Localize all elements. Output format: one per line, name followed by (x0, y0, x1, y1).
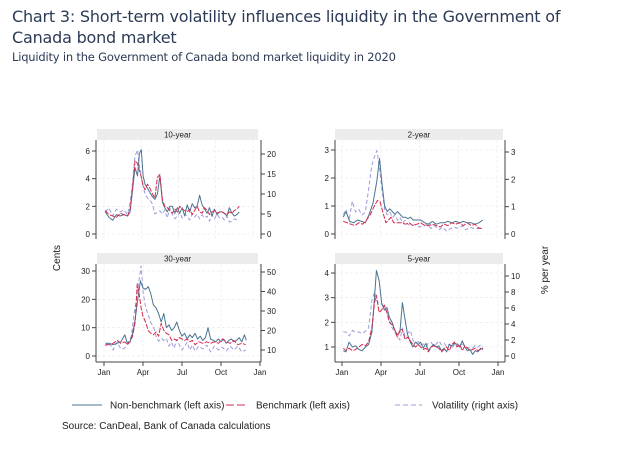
series-benchmark-line (105, 283, 246, 346)
x-tick-label: Jan (336, 368, 349, 377)
gridlines (97, 140, 258, 239)
panel-header (335, 129, 503, 140)
left-tick-label: 1 (325, 202, 330, 211)
panel-header (97, 129, 258, 140)
left-tick-label: 6 (86, 147, 91, 156)
left-tick-label: 2 (86, 202, 91, 211)
legend-item-volatility: Volatility (right axis) (395, 401, 518, 412)
panels-group: 10-year0246051015202-year0123012330-year… (81, 129, 520, 377)
x-tick-label: Jul (415, 368, 425, 377)
right-tick-label: 0 (267, 230, 272, 239)
legend-item-non-benchmark: Non-benchmark (left axis) (72, 401, 224, 412)
source-note: Source: CanDeal, Bank of Canada calculat… (62, 421, 271, 432)
series-volatility-line (104, 149, 240, 223)
left-tick-label: 20 (81, 295, 90, 304)
series-benchmark-line (342, 294, 484, 353)
right-tick-label: 6 (511, 304, 516, 313)
series-volatility-line (343, 291, 484, 349)
right-tick-label: 30 (267, 307, 276, 316)
left-tick-label: 2 (325, 174, 330, 183)
chart-subtitle: Liquidity in the Government of Canada bo… (12, 50, 396, 64)
left-tick-label: 3 (325, 146, 330, 155)
right-tick-label: 2 (511, 336, 516, 345)
right-tick-label: 20 (267, 327, 276, 336)
series-benchmark-line (104, 160, 240, 218)
x-tick-label: Oct (215, 368, 228, 377)
gridlines (335, 140, 503, 239)
right-tick-label: 50 (267, 268, 276, 277)
right-tick-label: 10 (267, 346, 276, 355)
right-tick-label: 4 (511, 320, 516, 329)
left-tick-label: 4 (86, 175, 91, 184)
right-tick-label: 0 (511, 352, 516, 361)
left-tick-label: 3 (325, 294, 330, 303)
left-tick-label: 0 (325, 230, 330, 239)
left-axis-title: Cents (52, 245, 63, 271)
right-tick-label: 40 (267, 288, 276, 297)
legend-item-benchmark: Benchmark (left axis) (226, 401, 350, 412)
legend: Non-benchmark (left axis) Benchmark (left… (72, 401, 518, 412)
series-benchmark-line (343, 199, 483, 229)
left-tick-label: 30 (81, 267, 90, 276)
panel-title: 10-year (164, 131, 191, 140)
left-tick-label: 0 (86, 352, 91, 361)
right-tick-label: 15 (267, 170, 276, 179)
x-tick-label: Apr (137, 368, 150, 377)
panel-title: 2-year (408, 131, 431, 140)
panel-title: 5-year (408, 255, 431, 264)
x-tick-label: Jan (492, 368, 505, 377)
right-tick-label: 10 (267, 190, 276, 199)
series-non-benchmark-line (342, 157, 484, 225)
left-tick-label: 1 (325, 343, 330, 352)
panel-title: 30-year (164, 255, 191, 264)
right-tick-label: 2 (511, 175, 516, 184)
legend-label: Volatility (right axis) (432, 401, 518, 412)
series-non-benchmark-line (343, 270, 484, 355)
series-non-benchmark-line (105, 280, 247, 346)
x-tick-label: Jan (98, 368, 111, 377)
left-tick-label: 2 (325, 318, 330, 327)
panel-2-year: 2-year 0 1 2 3 0 1 2 3 (325, 129, 516, 239)
x-tick-label: Jan (254, 368, 267, 377)
series-non-benchmark-line (104, 149, 240, 221)
panel-header (335, 253, 503, 264)
legend-label: Benchmark (left axis) (256, 401, 350, 412)
x-tick-label: Oct (453, 368, 466, 377)
right-tick-label: 3 (511, 148, 516, 157)
x-tick-label: Apr (375, 368, 388, 377)
panel-10-year: 10-year 0 2 4 6 0 5 10 15 20 (86, 129, 276, 239)
gridlines (97, 264, 261, 362)
right-tick-label: 20 (267, 150, 276, 159)
left-tick-label: 4 (325, 269, 330, 278)
left-tick-label: 0 (86, 230, 91, 239)
right-tick-label: 10 (511, 272, 520, 281)
right-tick-label: 5 (267, 210, 272, 219)
chart-title: Chart 3: Short-term volatility influence… (12, 7, 561, 47)
left-tick-label: 10 (81, 324, 90, 333)
panel-header (97, 253, 258, 264)
right-tick-label: 1 (511, 203, 516, 212)
panel-5-year: 5-year Jan Apr Jul Oct Jan 1 2 3 4 0 2 4 6 8 10 (325, 253, 520, 377)
series-volatility-line (104, 265, 246, 353)
x-tick-label: Jul (177, 368, 187, 377)
right-tick-label: 8 (511, 288, 516, 297)
legend-label: Non-benchmark (left axis) (110, 401, 224, 412)
right-axis-title: % per year (540, 245, 551, 294)
panel-30-year: 30-year Jan Apr Jul Oct Jan 0 10 20 30 10 20 30 40 50 (81, 253, 276, 377)
right-tick-label: 0 (511, 230, 516, 239)
